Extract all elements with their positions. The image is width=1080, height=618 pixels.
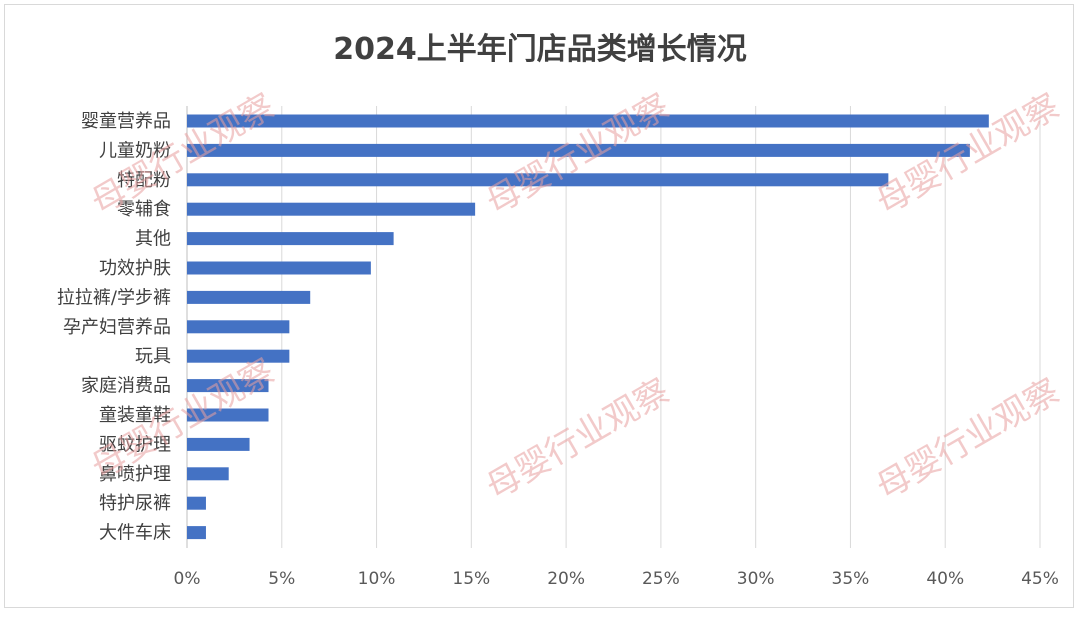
chart-title: 2024上半年门店品类增长情况: [333, 32, 747, 67]
x-tick-label: 35%: [832, 569, 870, 589]
chart-frame: [4, 4, 1074, 608]
watermark-text: 母婴行业观察: [480, 371, 677, 508]
x-tick-label: 10%: [358, 569, 396, 589]
category-label: 玩具: [135, 346, 171, 367]
bars: [187, 114, 989, 540]
bar: [187, 467, 229, 481]
bar: [187, 290, 311, 304]
watermark-text: 母婴行业观察: [870, 371, 1067, 508]
category-label: 零辅食: [117, 199, 171, 220]
bar: [187, 379, 269, 393]
category-label: 婴童营养品: [81, 111, 171, 132]
bar: [187, 232, 394, 246]
category-label: 拉拉裤/学步裤: [57, 287, 171, 308]
category-label: 特护尿裤: [99, 493, 171, 514]
x-tick-label: 5%: [268, 569, 295, 589]
category-label: 孕产妇营养品: [63, 317, 171, 338]
category-label: 驱蚊护理: [99, 434, 171, 455]
bar: [187, 202, 476, 216]
bar: [187, 408, 269, 422]
category-label: 家庭消费品: [81, 376, 171, 397]
bar: [187, 496, 206, 510]
category-label: 其他: [135, 229, 171, 250]
x-tick-label: 20%: [547, 569, 585, 589]
x-tick-labels: 0% 5% 10% 15% 20% 25% 30% 35% 40% 45%: [174, 569, 1059, 589]
category-label: 特配粉: [117, 170, 171, 191]
bar: [187, 173, 889, 187]
category-label: 功效护肤: [99, 258, 171, 279]
x-tick-label: 25%: [642, 569, 680, 589]
bar: [187, 526, 206, 540]
bar: [187, 349, 290, 363]
bar: [187, 261, 371, 275]
category-label: 大件车床: [99, 523, 171, 544]
x-tick-label: 40%: [926, 569, 964, 589]
x-tick-label: 30%: [737, 569, 775, 589]
category-labels: 婴童营养品儿童奶粉特配粉零辅食其他功效护肤拉拉裤/学步裤孕产妇营养品玩具家庭消费…: [57, 111, 171, 544]
x-tick-label: 15%: [452, 569, 490, 589]
bar: [187, 320, 290, 334]
category-label: 童装童鞋: [99, 405, 171, 426]
bar: [187, 114, 989, 128]
x-tick-label: 0%: [174, 569, 201, 589]
category-label: 鼻喷护理: [99, 464, 171, 485]
x-tick-label: 45%: [1021, 569, 1059, 589]
bar: [187, 143, 970, 157]
bar: [187, 437, 250, 451]
category-label: 儿童奶粉: [99, 140, 171, 161]
